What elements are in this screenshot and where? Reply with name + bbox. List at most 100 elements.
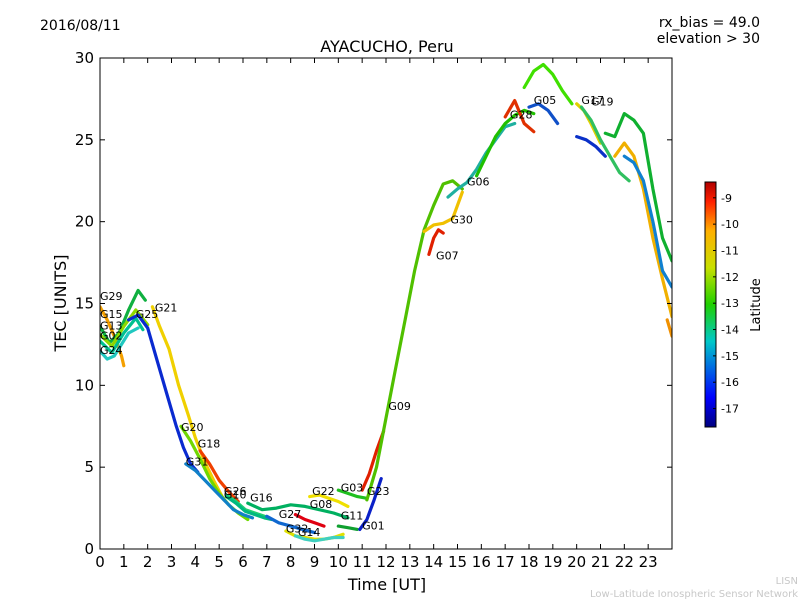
sat-label-G07: G07 [436,249,459,262]
plot-frame [99,57,673,550]
y-tick-label: 10 [75,376,94,394]
series-G21 [150,305,226,502]
sat-label-G24: G24 [100,344,123,357]
x-tick-label: 14 [424,553,443,571]
series-G19 [579,105,631,183]
colorbar-tick-label: -12 [721,271,739,284]
x-tick-label: 21 [591,553,610,571]
series-G05 [522,62,574,106]
series-G18 [198,449,240,504]
x-tick-label: 10 [329,553,348,571]
x-tick-label: 8 [286,553,296,571]
series-G12b [613,141,672,319]
series-G25 [127,313,200,474]
series-G28 [475,108,536,178]
sat-label-G26: G26 [224,485,247,498]
sat-label-G10: G10 [224,488,247,501]
colorbar [704,181,717,428]
sat-label-G29: G29 [100,290,123,303]
y-tick-label: 25 [75,131,94,149]
colorbar-label: Latitude [749,278,764,332]
sat-label-G09: G09 [388,400,411,413]
y-axis-label: TEC [UNITS] [51,255,70,353]
sat-label-G03: G03 [341,482,364,495]
sat-label-G27: G27 [279,508,302,521]
series-G14 [293,534,345,543]
y-axis: 0 5 10 15 20 25 30 [75,49,672,558]
y-tick-label: 15 [75,295,94,313]
series-G19b [575,135,607,158]
x-axis-label: Time [UT] [347,575,426,594]
sat-label-G31: G31 [186,456,209,469]
sat-label-G25: G25 [136,308,159,321]
sat-label-G01: G01 [362,519,385,532]
series-G03 [336,488,369,500]
sat-label-G14: G14 [298,526,321,539]
y-tick-label: 30 [75,49,94,67]
date-label: 2016/08/11 [40,18,121,34]
colorbar-tick-label: -16 [721,376,739,389]
x-tick-label: 11 [353,553,372,571]
x-tick-label: 16 [472,553,491,571]
x-tick-label: 17 [496,553,515,571]
series-G05b [527,102,560,126]
y-tick-label: 0 [84,540,94,558]
x-tick-label: 1 [119,553,129,571]
x-tick-label: 3 [167,553,177,571]
series-G01 [358,477,383,532]
series-G10 [224,495,274,522]
series-G09 [365,179,464,502]
sat-label-G05: G05 [534,94,557,107]
sat-label-G02: G02 [100,330,123,343]
footer-lisn: LISN [776,576,798,587]
sat-label-G28: G28 [510,109,533,122]
chart-title: AYACUCHO, Peru [320,37,453,56]
x-tick-label: 20 [567,553,586,571]
series-layer [100,62,672,543]
x-tick-label: 5 [214,553,224,571]
sat-label-G13: G13 [100,320,123,333]
colorbar-tick-label: -15 [721,350,739,363]
sat-label-G11: G11 [341,510,364,523]
series-G11 [336,524,359,532]
sat-label-G08: G08 [310,498,333,511]
y-tick-label: 20 [75,213,94,231]
sat-label-G30: G30 [450,213,473,226]
x-tick-label: 4 [191,553,201,571]
x-tick-label: 0 [95,553,105,571]
x-tick-label: 15 [448,553,467,571]
colorbar-tick-label: -13 [721,297,739,310]
sat-label-G18: G18 [198,438,221,451]
sat-label-G32: G32 [286,523,309,536]
colorbar-tick-label: -10 [721,218,739,231]
sat-label-G06: G06 [467,176,490,189]
series-G30 [422,190,464,234]
sat-label-G16: G16 [250,492,273,505]
x-tick-label: 13 [400,553,419,571]
colorbar-tick-label: -14 [721,324,739,337]
series-G31 [184,462,255,520]
footer-network: Low-Latitude Ionospheric Sensor Network [590,589,798,600]
x-tick-label: 7 [262,553,272,571]
x-tick-label: 6 [238,553,248,571]
sat-label-G17: G17 [581,94,604,107]
sat-label-G20: G20 [181,421,204,434]
x-tick-label: 18 [519,553,538,571]
colorbar-tick-label: -11 [721,244,739,257]
series-G07 [427,228,445,256]
colorbar-tick-label: -17 [721,403,739,416]
series-G12c [622,154,672,289]
colorbar-ticks: -9 -10 -11 -12 -13 -14 -15 -16 -17 [713,192,739,416]
series-G28b [503,98,536,134]
x-tick-label: 23 [639,553,658,571]
x-tick-label: 9 [310,553,320,571]
x-tick-label: 12 [376,553,395,571]
series-G16 [246,501,350,520]
x-axis: 0 1 2 3 4 5 6 7 8 9 10 11 12 13 14 15 16 17 18 19 20 21 22 23 [95,58,658,571]
series-G02 [100,316,145,355]
elevation-label: elevation > 30 [657,31,760,47]
series-G08 [293,512,326,528]
series-G06 [446,121,517,199]
series-G27 [265,514,317,535]
sat-label-G23: G23 [367,485,390,498]
